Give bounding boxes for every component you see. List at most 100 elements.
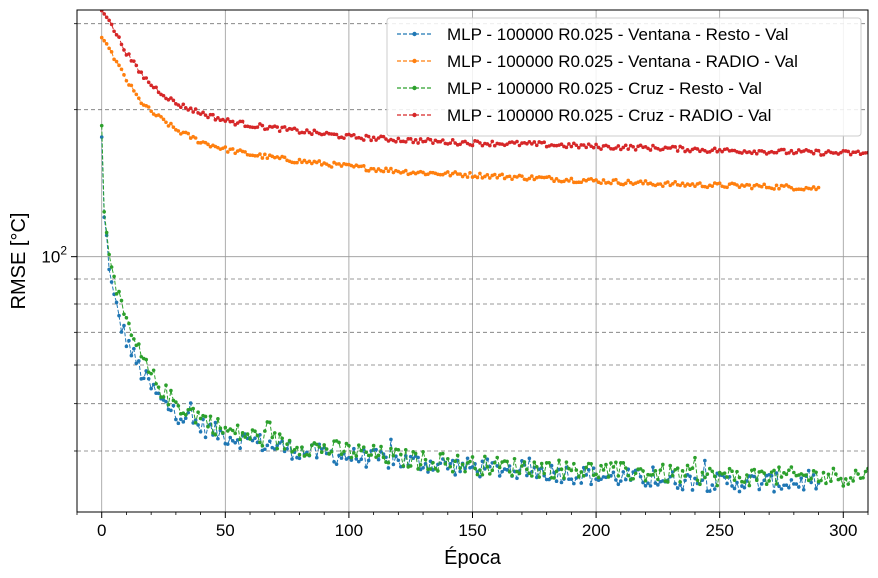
data-point [532,460,537,465]
data-point [843,477,848,481]
data-point [305,128,309,132]
x-tick-label: 150 [458,521,486,540]
data-point [750,151,754,156]
data-point [324,447,329,451]
data-point [747,183,752,187]
data-point [490,139,495,144]
data-point [436,139,440,144]
data-point [478,141,482,145]
data-point [690,182,695,186]
data-point [463,139,467,144]
data-point [740,151,744,155]
data-point [554,479,559,484]
data-point [450,469,455,474]
data-point [413,138,418,142]
data-point [339,164,344,168]
data-point [742,485,747,490]
data-point [117,289,121,294]
data-point [463,469,467,474]
data-point [500,469,504,474]
data-point [480,143,485,148]
data-point [134,92,139,97]
data-point [651,465,655,469]
data-point [616,474,621,478]
data-point [149,371,153,376]
data-point [581,143,586,147]
data-point [423,457,428,462]
data-point [495,176,500,180]
data-point [520,174,524,178]
data-point [680,181,685,185]
data-point [703,458,707,463]
data-point [297,453,302,457]
data-point [240,119,245,124]
data-point [623,477,628,482]
data-point [403,447,408,452]
data-point [277,156,282,161]
data-point [361,164,366,168]
data-point [352,132,356,137]
data-point [552,476,556,480]
data-point [332,460,336,464]
data-point [856,149,860,154]
data-point [730,484,734,488]
data-point [183,413,188,417]
data-point [295,128,299,132]
data-point [794,150,799,155]
data-point [443,462,448,466]
data-point [181,102,186,107]
data-point [230,439,235,443]
data-point [127,338,131,343]
data-point [265,127,270,131]
data-point [606,144,611,149]
data-point [208,414,213,419]
data-point [223,145,228,149]
data-point [683,478,687,483]
data-point [312,128,317,133]
series-4 [99,10,868,157]
data-point [216,116,220,120]
data-point [658,468,663,472]
data-point [307,453,312,458]
data-point [789,148,794,153]
data-point [453,459,458,464]
data-point [300,445,304,450]
data-point [134,361,139,366]
data-point [448,464,453,469]
legend-label: MLP - 100000 R0.025 - Cruz - Resto - Val [447,79,762,98]
data-point [547,174,551,179]
data-point [799,476,804,480]
data-point [648,148,653,152]
data-point [631,476,635,481]
data-point [648,484,653,488]
data-point [129,353,134,358]
data-point [646,481,650,485]
data-point [520,464,524,468]
data-point [623,466,628,470]
data-point [460,462,465,467]
x-axis-label: Época [444,546,502,569]
data-point [369,453,373,457]
data-point [492,460,497,465]
data-point [796,148,801,152]
data-point [725,147,729,151]
data-point [782,147,786,152]
data-point [641,469,645,473]
data-point [361,445,366,449]
data-point [317,445,322,449]
data-point [839,476,843,481]
data-point [725,475,729,479]
data-point [127,321,131,326]
data-point [445,466,450,471]
legend-item: MLP - 100000 R0.025 - Cruz - Resto - Val [397,79,762,98]
data-point [764,185,769,190]
data-point [233,431,237,436]
data-point [188,401,193,405]
data-point [164,383,168,388]
data-point [549,176,554,181]
data-point [772,489,776,494]
data-point [211,112,215,117]
data-point [774,482,779,486]
data-point [584,465,589,470]
data-point [102,38,106,43]
